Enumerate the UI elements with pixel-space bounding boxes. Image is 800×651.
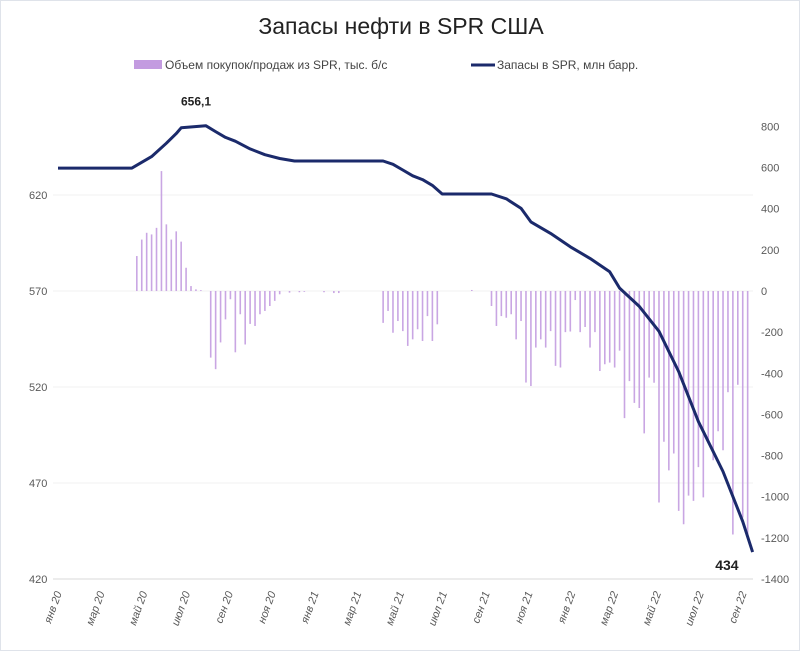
right-tick-label: 800 — [761, 121, 779, 133]
x-tick-label: июл 22 — [683, 590, 706, 628]
x-tick-label: ноя 21 — [513, 590, 536, 625]
x-tick-label: май 22 — [641, 590, 664, 627]
chart-title: Запасы нефти в SPR США — [258, 13, 544, 39]
bar-series — [136, 171, 749, 535]
left-axis: 420 470 520 570 620 — [29, 190, 47, 586]
left-tick-label: 470 — [29, 478, 47, 490]
right-axis: 800 600 400 200 0 -200 -400 -600 -800 -1000 -1200 -… — [761, 121, 789, 586]
x-tick-label: июл 20 — [170, 589, 194, 627]
legend-bar-label: Объем покупок/продаж из SPR, тыс. б/с — [165, 58, 387, 72]
right-tick-label: -800 — [761, 451, 783, 463]
x-axis: янв 20 мар 20 май 20 июл 20 сен 20 ноя 20 янв … — [42, 589, 750, 627]
left-tick-label: 620 — [29, 190, 47, 202]
right-tick-label: -1000 — [761, 492, 789, 504]
right-tick-label: -400 — [761, 368, 783, 380]
right-tick-label: 200 — [761, 245, 779, 257]
x-tick-label: мар 20 — [84, 589, 108, 627]
x-tick-label: мар 21 — [341, 590, 364, 627]
right-tick-label: -200 — [761, 327, 783, 339]
x-tick-label: янв 20 — [42, 589, 65, 626]
end-annotation: 434 — [715, 557, 739, 573]
line-series — [58, 124, 755, 553]
legend-line-label: Запасы в SPR, млн барр. — [497, 58, 638, 72]
right-tick-label: -600 — [761, 409, 783, 421]
x-tick-label: сен 21 — [470, 590, 493, 625]
x-tick-label: мар 22 — [598, 590, 621, 627]
left-tick-label: 570 — [29, 286, 47, 298]
x-tick-label: май 21 — [384, 590, 407, 627]
x-tick-label: ноя 20 — [256, 589, 279, 625]
x-tick-label: янв 22 — [556, 590, 579, 626]
right-tick-label: 600 — [761, 163, 779, 175]
right-tick-label: -1400 — [761, 574, 789, 586]
legend-bar-swatch — [134, 60, 162, 69]
peak-annotation: 656,1 — [181, 95, 211, 109]
x-tick-label: июл 21 — [427, 590, 450, 628]
x-tick-label: май 20 — [127, 589, 151, 627]
x-tick-label: сен 20 — [213, 589, 236, 625]
gridlines — [53, 194, 753, 580]
legend: Объем покупок/продаж из SPR, тыс. б/с За… — [134, 58, 638, 72]
right-tick-label: 0 — [761, 286, 767, 298]
x-tick-label: янв 21 — [299, 590, 322, 626]
x-tick-label: сен 22 — [727, 590, 750, 625]
left-tick-label: 420 — [29, 574, 47, 586]
right-tick-label: 400 — [761, 204, 779, 216]
right-tick-label: -1200 — [761, 533, 789, 545]
left-tick-label: 520 — [29, 382, 47, 394]
